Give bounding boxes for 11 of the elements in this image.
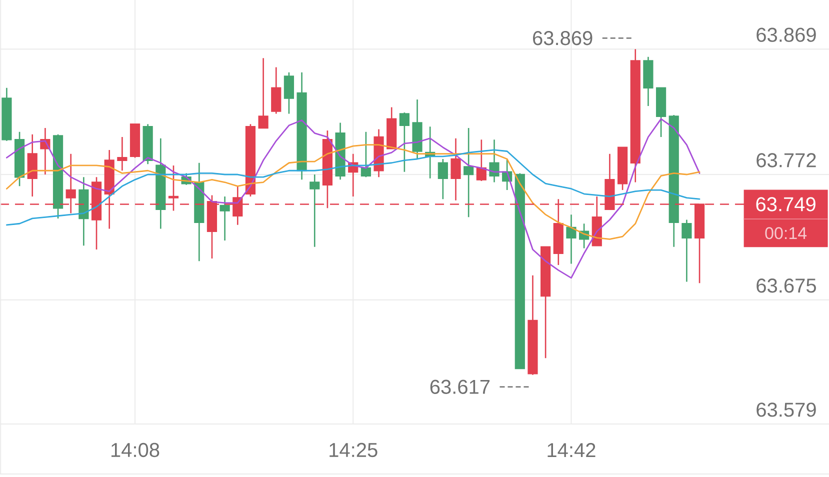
ref-line-label: 63.749 xyxy=(756,197,816,212)
x-tick-label: 14:08 xyxy=(112,442,160,458)
x-tick-label: 14:25 xyxy=(330,442,378,458)
x-tick-label: 14:42 xyxy=(548,443,596,457)
text: 00:14 xyxy=(765,227,807,240)
y-tick-label: 63.772 xyxy=(756,153,816,168)
y-tick-label: 63.869 xyxy=(756,28,816,42)
annotation: 63.617 xyxy=(430,380,490,394)
y-tick-label: 63.675 xyxy=(756,278,816,293)
y-tick-label: 63.579 xyxy=(756,402,816,417)
annotation: 63.869 xyxy=(533,31,592,46)
